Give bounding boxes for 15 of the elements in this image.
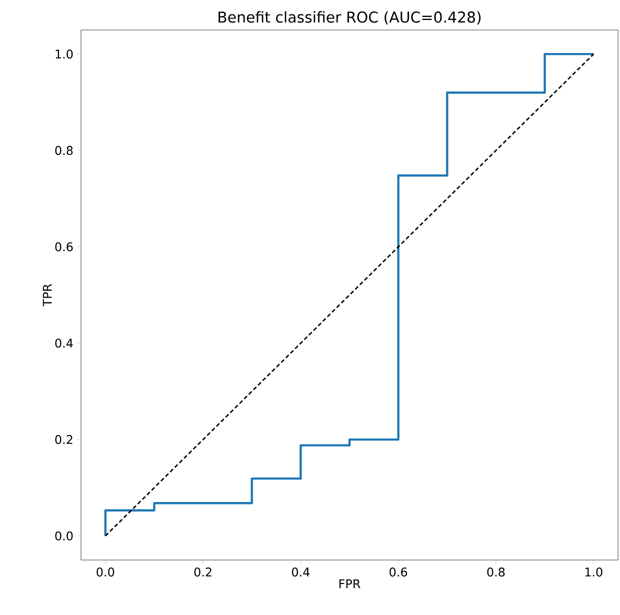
x-tick-label: 0.0 (96, 568, 114, 577)
x-tick-label: 0.6 (390, 568, 408, 577)
y-tick-label: 1.0 (56, 50, 73, 59)
y-tick-label: 0.2 (55, 435, 72, 444)
x-tick-label: 0.8 (487, 568, 505, 577)
chart-title: Benefit classifier ROC (AUC=0.428) (218, 11, 481, 24)
y-tick-label: 0.0 (55, 531, 73, 540)
x-tick-label: 0.2 (194, 568, 212, 577)
x-tick-label: 1.0 (585, 568, 602, 577)
x-tick-label: 0.4 (292, 568, 310, 577)
y-axis-title: TPR (42, 284, 52, 306)
y-tick-label: 0.6 (55, 242, 73, 252)
x-axis-title: FPR (339, 579, 360, 588)
y-tick-label: 0.8 (55, 146, 73, 155)
y-tick-label: 0.4 (55, 338, 73, 348)
